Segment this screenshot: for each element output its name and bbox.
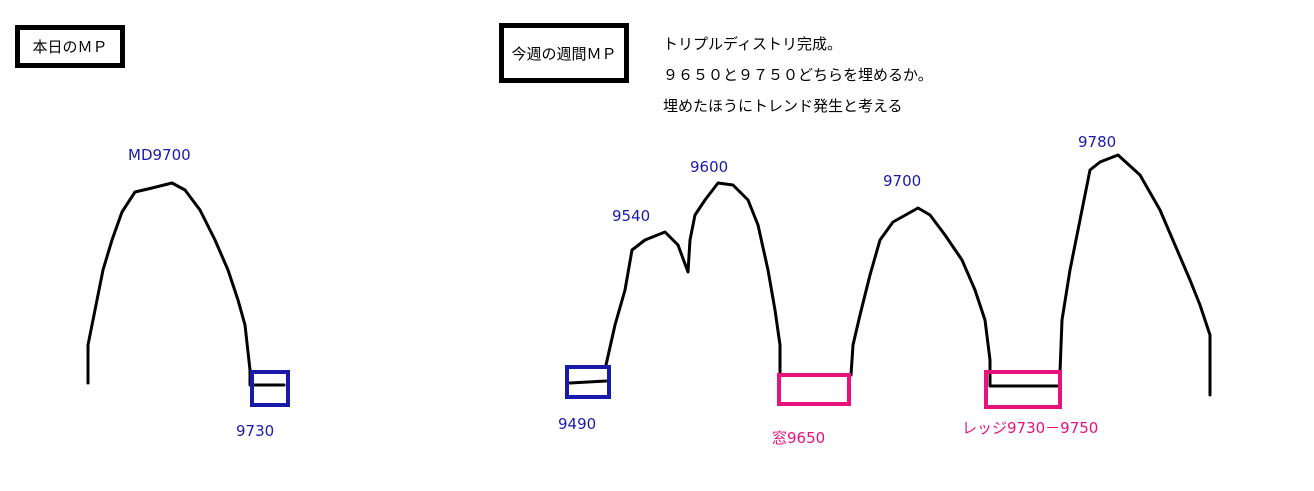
ledge-box bbox=[984, 370, 1062, 409]
week-low-label: 9490 bbox=[558, 415, 597, 433]
note-line-3: 埋めたほうにトレンド発生と考える bbox=[663, 97, 903, 115]
today-low-label: 9730 bbox=[236, 422, 275, 440]
today-low-box bbox=[250, 370, 290, 407]
week-profile-curve-3 bbox=[1058, 153, 1212, 397]
gap-label: 窓9650 bbox=[772, 429, 826, 447]
today-mp-title-text: 本日のＭＰ bbox=[32, 38, 108, 56]
peak4-label: 9780 bbox=[1078, 133, 1117, 151]
ledge-label: レッジ9730－9750 bbox=[962, 419, 1099, 437]
today-mp-title: 本日のＭＰ bbox=[15, 25, 125, 68]
note-line-2: ９６５０と９７５０どちらを埋めるか。 bbox=[663, 66, 933, 84]
week-low-line bbox=[568, 379, 608, 385]
peak3-label: 9700 bbox=[883, 172, 922, 190]
peak2-label: 9600 bbox=[690, 158, 729, 176]
week-mp-title-text: 今週の週間ＭＰ bbox=[511, 44, 617, 63]
week-profile-curve-2 bbox=[849, 206, 992, 387]
peak1-label: 9540 bbox=[612, 207, 651, 225]
today-profile-curve bbox=[86, 181, 252, 387]
gap-box bbox=[777, 373, 851, 406]
week-mp-title: 今週の週間ＭＰ bbox=[499, 23, 629, 83]
today-peak-label: MD9700 bbox=[128, 146, 191, 164]
week-profile-curve-1 bbox=[604, 181, 782, 377]
note-line-1: トリプルディストリ完成。 bbox=[663, 35, 842, 53]
week-low-box bbox=[565, 365, 611, 399]
